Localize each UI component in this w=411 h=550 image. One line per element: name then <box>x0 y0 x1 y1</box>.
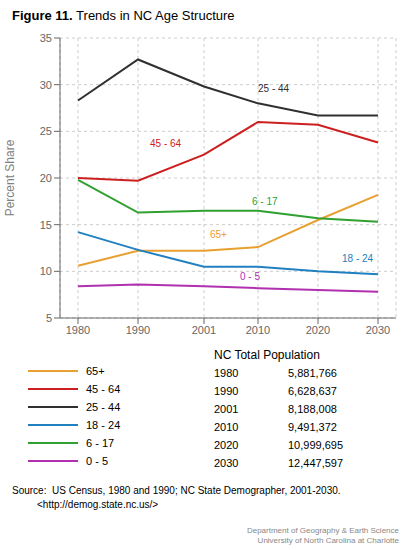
html-text:9,491,372: 9,491,372 <box>288 421 337 433</box>
svg-text:18 - 24: 18 - 24 <box>342 253 374 264</box>
html-text:Source: US Census, 1980 and 19: Source: US Census, 1980 and 1990; NC Sta… <box>12 485 341 496</box>
html-text:Department of Geography & Eart: Department of Geography & Earth Science … <box>246 526 399 545</box>
html-text:1990: 1990 <box>214 385 239 397</box>
svg-text:20: 20 <box>40 172 52 184</box>
svg-text:2020: 2020 <box>306 324 330 336</box>
svg-text:2001: 2001 <box>192 324 216 336</box>
html-text:0 - 5: 0 - 5 <box>86 455 108 467</box>
svg-text:1980: 1980 <box>66 324 90 336</box>
svg-text:2030: 2030 <box>366 324 390 336</box>
svg-text:5: 5 <box>46 312 52 324</box>
html-text:NC Total Population: NC Total Population <box>214 348 320 362</box>
svg-text:1990: 1990 <box>126 324 150 336</box>
html-text:12,447,597: 12,447,597 <box>288 457 344 469</box>
html-text:25 - 44: 25 - 44 <box>86 401 121 413</box>
html-text:Figure 11. Trends in NC Age St: Figure 11. Trends in NC Age Structure <box>12 8 235 23</box>
svg-text:45 - 64: 45 - 64 <box>150 138 182 149</box>
html-text:8,188,008: 8,188,008 <box>288 403 337 415</box>
svg-text:30: 30 <box>40 79 52 91</box>
html-text:<http://demog.state.nc.us/>: <http://demog.state.nc.us/> <box>12 499 159 510</box>
html-text:6,628,637: 6,628,637 <box>288 385 337 397</box>
html-text:2001: 2001 <box>214 403 239 415</box>
html-text:10,999,695: 10,999,695 <box>288 439 344 451</box>
svg-text:Percent Share: Percent Share <box>8 139 17 216</box>
svg-text:6 - 17: 6 - 17 <box>252 196 278 207</box>
html-text:1980: 1980 <box>214 367 239 379</box>
html-text:6 - 17: 6 - 17 <box>86 437 115 449</box>
html-text:45 - 64: 45 - 64 <box>86 383 121 395</box>
svg-text:65+: 65+ <box>210 229 227 240</box>
svg-text:25: 25 <box>40 125 52 137</box>
svg-text:2010: 2010 <box>246 324 270 336</box>
svg-text:25 - 44: 25 - 44 <box>258 83 290 94</box>
html-text:18 - 24: 18 - 24 <box>86 419 121 431</box>
html-text:2010: 2010 <box>214 421 239 433</box>
html-text:2020: 2020 <box>214 439 239 451</box>
svg-text:0 - 5: 0 - 5 <box>240 271 260 282</box>
html-text:2030: 2030 <box>214 457 239 469</box>
svg-text:35: 35 <box>40 32 52 44</box>
svg-text:10: 10 <box>40 265 52 277</box>
html-text:65+: 65+ <box>86 365 105 377</box>
svg-text:15: 15 <box>40 219 52 231</box>
html-text:5,881,766: 5,881,766 <box>288 367 337 379</box>
